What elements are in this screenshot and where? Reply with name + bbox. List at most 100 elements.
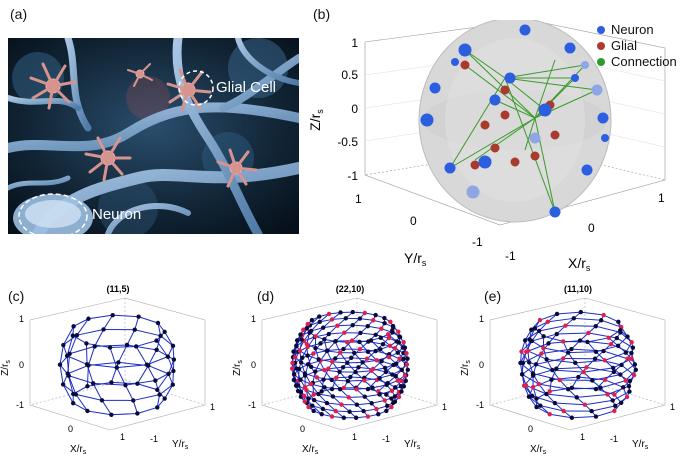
connection-line: [449, 117, 536, 169]
lattice-node: [557, 377, 562, 383]
lattice-node: [404, 362, 410, 367]
lattice-node: [544, 357, 549, 362]
lattice-node: [324, 348, 330, 354]
lattice-node: [326, 366, 331, 371]
lattice-node: [165, 354, 171, 359]
connection-line: [504, 77, 556, 213]
lattice-node: [320, 325, 326, 330]
lattice-node: [135, 411, 140, 416]
lattice-node: [388, 319, 393, 325]
lattice-node: [313, 345, 318, 351]
neuron-point: [581, 164, 593, 176]
lattice-node: [629, 350, 634, 356]
lattice-node: [379, 358, 384, 364]
lattice-node: [90, 381, 96, 386]
neuron-point: [529, 132, 541, 144]
neuron-point: [519, 24, 531, 36]
lattice-node: [362, 394, 367, 399]
lattice-node: [321, 377, 326, 382]
lattice-node: [519, 349, 524, 354]
lattice-node: [569, 346, 574, 352]
lattice-node: [608, 341, 614, 347]
x-tick: 0: [528, 424, 533, 434]
lattice-node: [346, 395, 351, 400]
lattice-node: [291, 372, 297, 377]
lattice-node: [298, 332, 303, 337]
lattice-node: [615, 343, 621, 349]
lattice-node: [378, 347, 383, 352]
lattice-node: [318, 341, 323, 346]
lattice-node: [379, 326, 384, 331]
lattice-node: [545, 319, 550, 325]
x-tick: 1: [580, 432, 585, 442]
lattice-node: [300, 355, 305, 360]
lattice-node: [382, 398, 387, 403]
lattice-node: [593, 414, 599, 419]
connection-line: [464, 64, 536, 119]
panel-e-plot: (11,10) 1 0 -1 Z/rs 0 1 1 -1 X/rs Y/rs: [460, 284, 675, 456]
neuron-point: [538, 103, 552, 117]
lattice-node: [322, 385, 327, 390]
lattice-node: [393, 373, 398, 379]
lattice-node: [532, 326, 538, 331]
lattice-node: [154, 347, 159, 353]
x-tick: 0: [68, 424, 73, 434]
lattice-node: [166, 371, 171, 377]
lattice-node: [611, 369, 617, 375]
legend-item-glial: Glial: [597, 38, 677, 54]
lattice-node: [110, 312, 115, 318]
lattice-node: [357, 339, 362, 345]
lattice-node: [74, 332, 80, 338]
b-ztick: 1: [351, 36, 358, 50]
lattice-node: [333, 408, 338, 414]
panel-d-plot: (22,10) 1 0 -1 Z/rs 0 1 1 -1 X/rs Y/rs: [232, 284, 447, 456]
lattice-node: [291, 349, 296, 354]
lattice-node: [85, 408, 90, 414]
lattice-node: [155, 320, 161, 326]
lattice-node: [362, 378, 367, 383]
lattice-node: [395, 378, 400, 383]
panel-title: (11,5): [106, 284, 129, 294]
legend-swatch: [597, 58, 605, 66]
y-tick: -1: [382, 434, 390, 444]
b-legend: Neuron Glial Connection: [597, 22, 677, 70]
lattice-node: [393, 385, 398, 390]
panel-b-label: (b): [313, 6, 331, 22]
b-xtick: -1: [505, 249, 516, 263]
legend-swatch: [597, 26, 605, 34]
lattice-node: [324, 400, 330, 406]
lattice-node: [554, 366, 559, 371]
lattice-node: [536, 328, 542, 334]
lattice-node: [365, 414, 371, 419]
lattice-node: [376, 412, 381, 417]
lattice-node: [343, 316, 348, 321]
z-tick: 0: [251, 360, 256, 370]
glial-point: [470, 160, 480, 170]
lattice-node: [526, 360, 532, 365]
lattice-node: [565, 350, 571, 355]
lattice-node: [341, 415, 347, 420]
lattice-node: [144, 362, 150, 367]
lattice-node: [630, 345, 636, 350]
lattice-node: [589, 408, 594, 414]
lattice-node: [612, 408, 617, 414]
lattice-node: [602, 358, 608, 363]
neuron-point: [444, 162, 456, 174]
lattice-node: [85, 384, 90, 389]
lattice-node: [554, 331, 559, 337]
lattice-node: [298, 360, 304, 365]
b-ytick: 0: [410, 214, 417, 228]
lattice-node: [109, 412, 114, 417]
lattice-node: [405, 367, 411, 372]
lattice-node: [350, 322, 355, 328]
lattice-node: [354, 402, 360, 407]
lattice-node: [541, 345, 546, 351]
lattice-node: [306, 396, 311, 401]
lattice-node: [356, 365, 361, 370]
neuron-annotation: Neuron: [92, 206, 142, 223]
lattice-node: [526, 394, 532, 399]
lattice-node: [337, 350, 343, 355]
y-axis-label: Y/rs: [404, 439, 421, 451]
lattice-node: [374, 406, 379, 412]
lattice-node: [396, 329, 401, 334]
